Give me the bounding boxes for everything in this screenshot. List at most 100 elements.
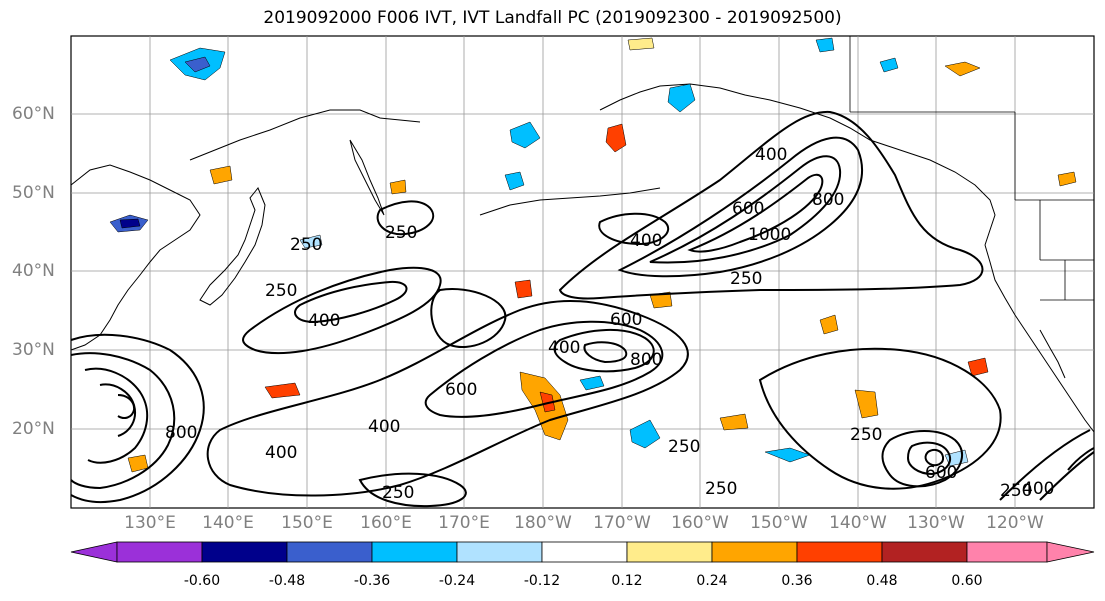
colorbar-tick-label: -0.36 <box>353 573 391 589</box>
lon-label: 180°W <box>514 513 572 533</box>
lon-label: 150°W <box>750 513 808 533</box>
contour-label: 800 <box>165 423 197 443</box>
contour-label: 800 <box>630 350 662 370</box>
contour-line <box>242 266 442 355</box>
shade-red <box>605 123 627 153</box>
colorbar-tick-label: -0.12 <box>523 573 561 589</box>
contour-label: 1000 <box>748 225 791 245</box>
lon-label: 140°E <box>202 513 254 533</box>
contour-label: 400 <box>548 338 580 358</box>
lat-label: 40°N <box>12 261 55 281</box>
contour-label: 600 <box>610 310 642 330</box>
colorbar-segment <box>201 541 288 563</box>
shade-darkblue <box>184 56 211 73</box>
colorbar-tick-label: -0.48 <box>268 573 306 589</box>
ivt-contours <box>70 110 1095 508</box>
shade-blue <box>504 171 525 191</box>
lon-label: 150°E <box>281 513 333 533</box>
contour-line <box>558 110 984 300</box>
contour-line <box>1067 447 1095 471</box>
contour-line <box>906 441 951 476</box>
contour-label: 800 <box>812 190 844 210</box>
colorbar-segment <box>966 541 1048 563</box>
colorbar-segment <box>711 541 798 563</box>
contour-label: 250 <box>1000 481 1032 501</box>
lon-label: 120°W <box>986 513 1044 533</box>
contour-line <box>206 299 689 497</box>
shade-orange <box>967 357 989 377</box>
contour-line <box>553 329 655 373</box>
contour-line <box>1039 451 1095 501</box>
lon-label: 160°E <box>360 513 412 533</box>
lon-label: 170°W <box>593 513 651 533</box>
contour-line <box>376 200 435 236</box>
colorbar-tick-label: -0.24 <box>438 573 476 589</box>
contour-line <box>424 320 664 418</box>
shade-orange <box>389 179 407 195</box>
coastline-alaska <box>599 83 996 246</box>
contour-line <box>598 212 670 246</box>
lat-label: 20°N <box>12 419 55 439</box>
colorbar-tick-label: 0.60 <box>951 573 983 589</box>
colorbar-segment <box>116 541 203 563</box>
contour-line <box>649 155 842 264</box>
colorbar-tick-label: 0.36 <box>781 573 813 589</box>
contour-label: 400 <box>755 145 787 165</box>
contour-label: 400 <box>630 231 662 251</box>
map-panel <box>70 35 1095 509</box>
contour-label: 400 <box>1022 479 1054 499</box>
colorbar <box>70 541 1095 563</box>
contour-line <box>70 333 205 504</box>
contour-line <box>881 430 964 488</box>
colorbar-segment <box>541 541 628 563</box>
contour-line <box>687 173 824 253</box>
lon-label: 130°E <box>124 513 176 533</box>
shade-orange <box>819 314 839 335</box>
contour-line <box>617 136 864 278</box>
shade-blue <box>579 375 605 391</box>
shade-orange <box>209 165 233 185</box>
shade-blue <box>815 37 835 53</box>
colorbar-tick-label: 0.48 <box>866 573 898 589</box>
contour-label: 250 <box>385 223 417 243</box>
contour-label: 400 <box>368 417 400 437</box>
shade-orange <box>1057 171 1077 187</box>
contour-label: 400 <box>265 443 297 463</box>
lon-label: 130°W <box>907 513 965 533</box>
contour-line <box>924 448 945 467</box>
coastline-aleutians <box>479 187 661 216</box>
contour-line <box>758 347 1002 490</box>
contour-line <box>999 429 1091 501</box>
colorbar-segment <box>881 541 968 563</box>
political-borders <box>849 36 1094 301</box>
contour-line <box>430 288 507 348</box>
colorbar-extend-low <box>70 541 118 563</box>
colorbar-segment <box>286 541 373 563</box>
contour-line <box>70 352 176 490</box>
shade-orange <box>514 279 533 299</box>
shade-blue <box>509 121 541 149</box>
coastline-westcoast <box>984 244 1095 433</box>
lat-label: 50°N <box>12 183 55 203</box>
colorbar-segment <box>371 541 458 563</box>
contour-label: 600 <box>445 380 477 400</box>
lon-label: 160°W <box>671 513 729 533</box>
colorbar-segment <box>796 541 883 563</box>
pc-shading-negative <box>109 37 969 467</box>
contour-label: 250 <box>730 269 762 289</box>
contour-label: 600 <box>925 463 957 483</box>
shade-orange <box>944 61 981 77</box>
colorbar-tick-label: 0.12 <box>611 573 643 589</box>
shade-blue <box>667 83 696 113</box>
contour-line <box>358 472 467 508</box>
colorbar-tick-label: -0.60 <box>183 573 221 589</box>
coastlines <box>70 83 1095 433</box>
coastline-siberia <box>189 109 421 161</box>
shade-red <box>539 391 556 413</box>
contour-label: 400 <box>308 311 340 331</box>
colorbar-tick-label: 0.24 <box>696 573 728 589</box>
pc-shading-positive <box>127 37 1077 473</box>
shade-yellow <box>627 37 655 51</box>
lon-label: 140°W <box>829 513 887 533</box>
